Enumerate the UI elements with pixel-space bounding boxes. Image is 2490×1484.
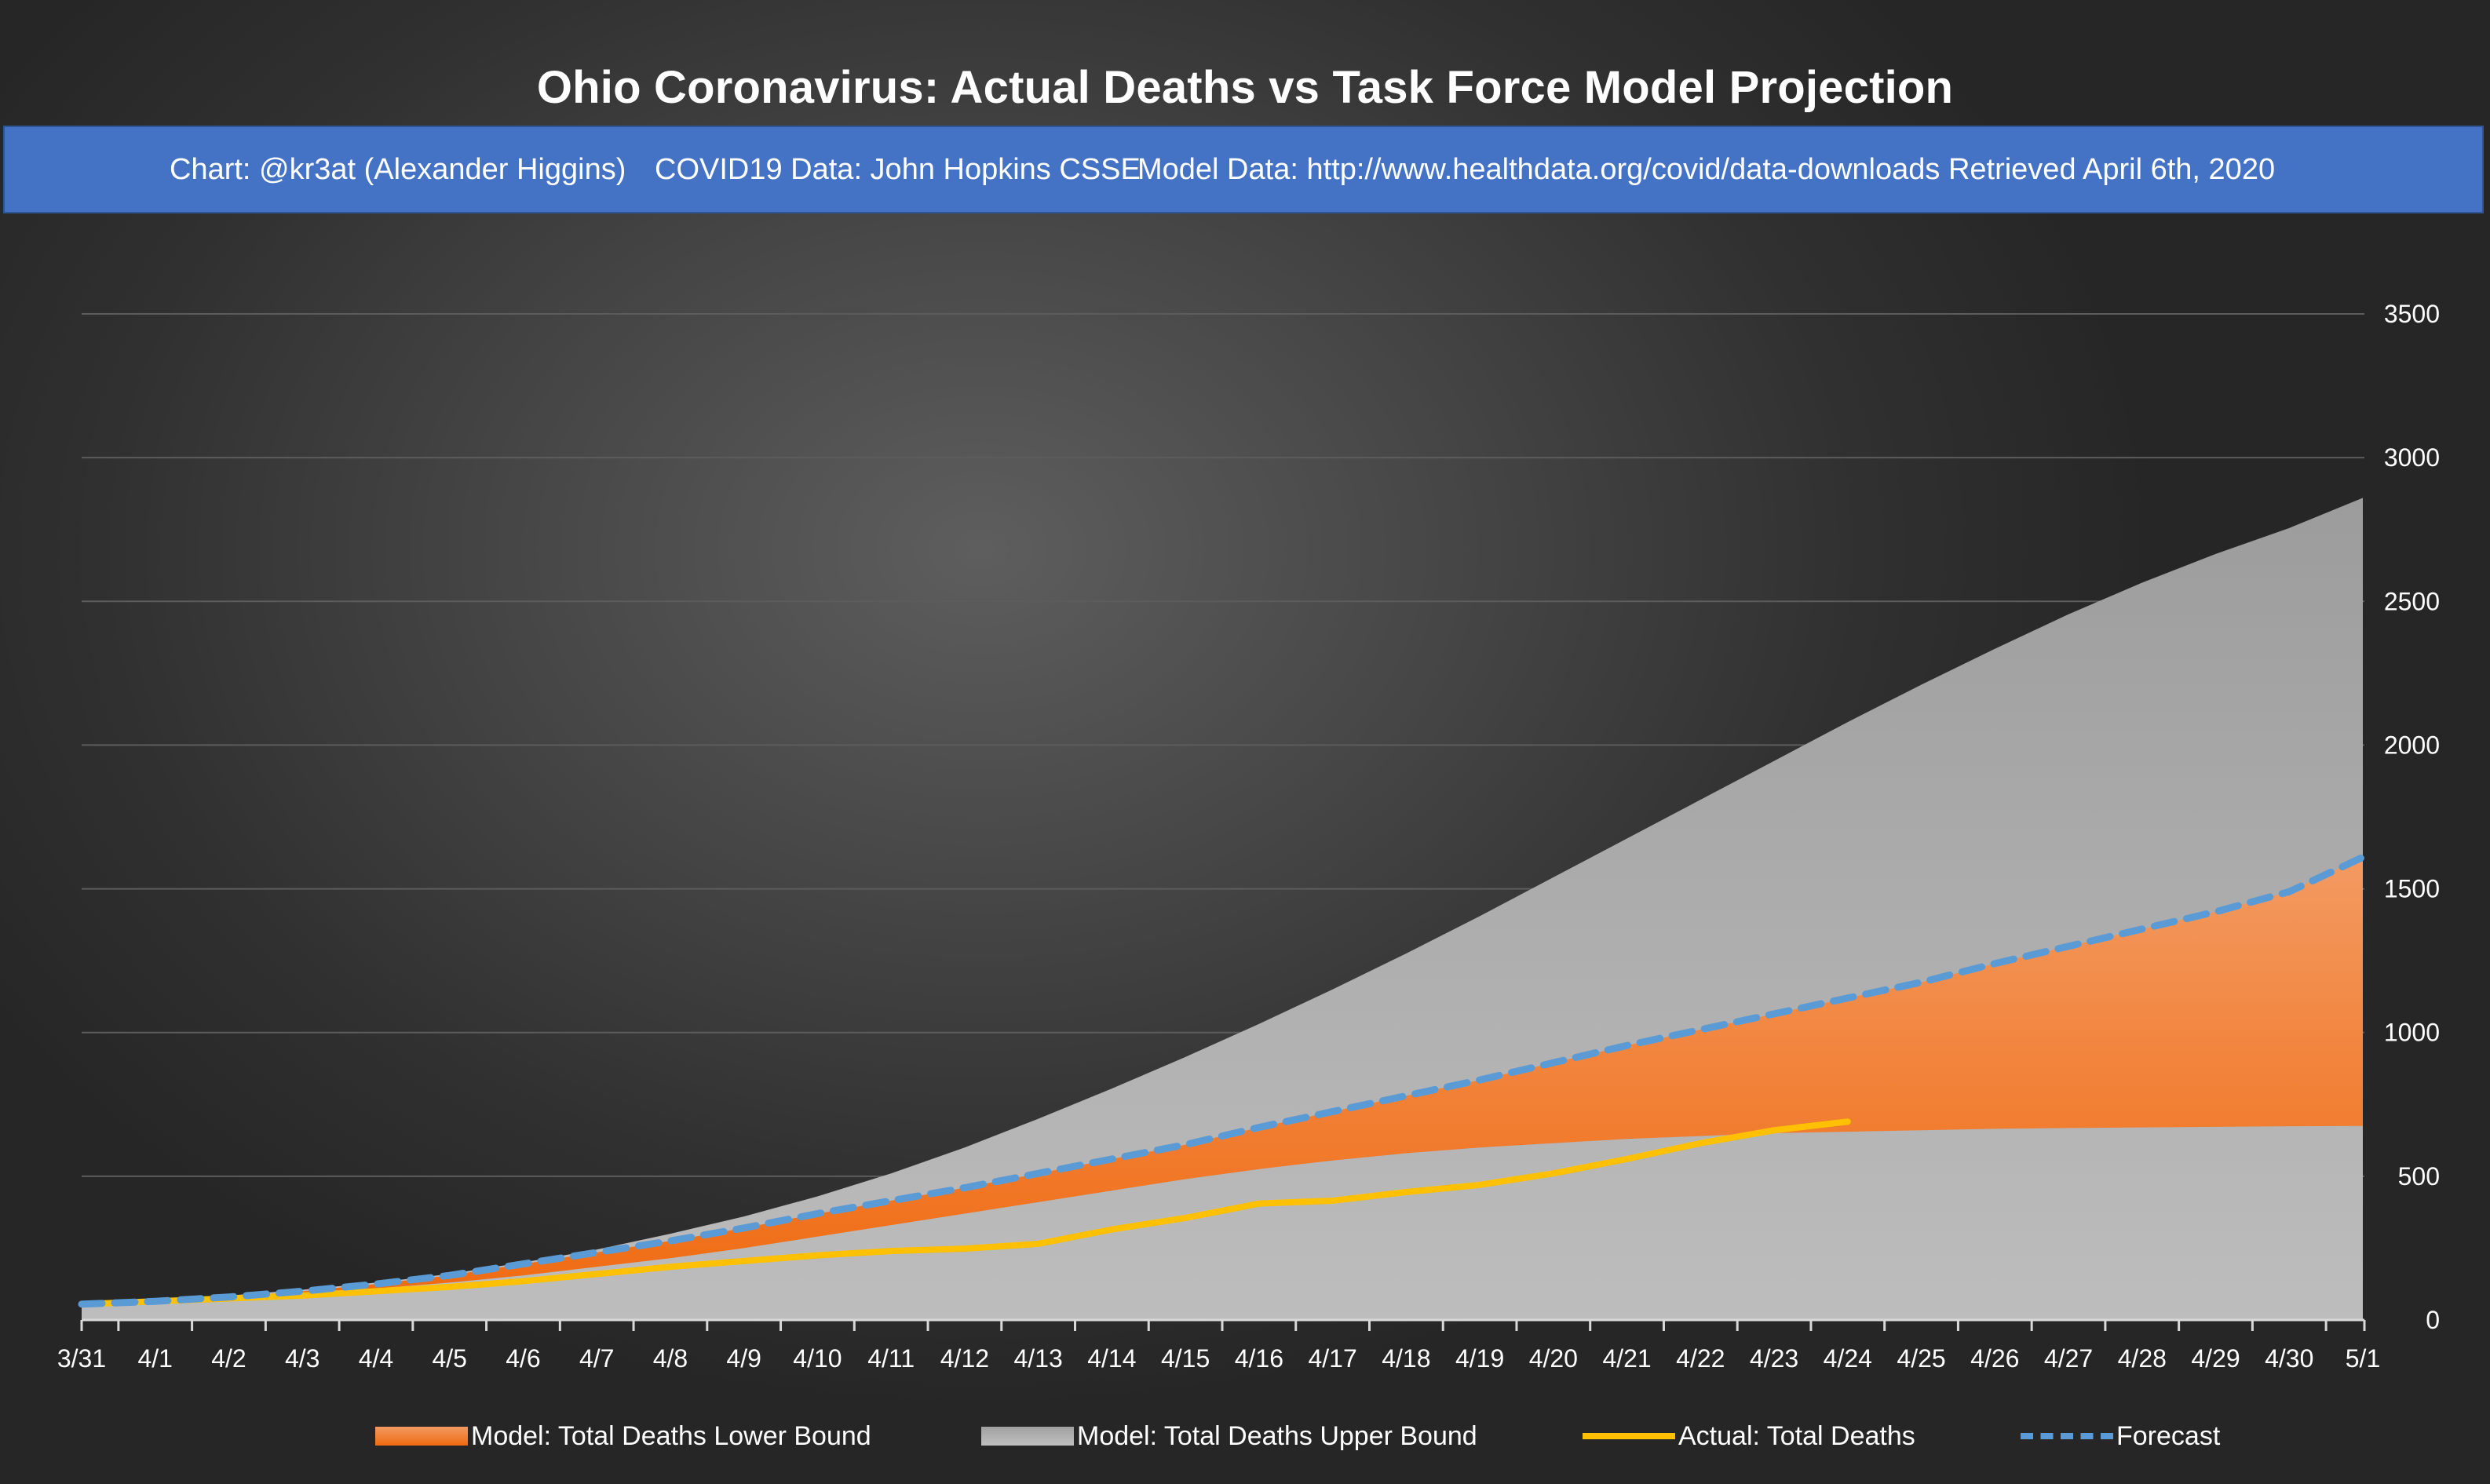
actual-deaths-line (78, 1118, 1851, 1307)
x-tick-label: 4/14 (1087, 1344, 1136, 1373)
x-tick-label: 4/9 (726, 1344, 761, 1373)
x-tick-label: 4/25 (1897, 1344, 1945, 1373)
legend-item-actual: Actual: Total Deaths (1583, 1413, 1915, 1460)
lower-bound-area (82, 857, 2363, 1304)
legend-swatch-lower-bound (375, 1427, 468, 1446)
legend: Model: Total Deaths Lower Bound Model: T… (0, 1413, 2490, 1460)
x-tick-label: 4/17 (1308, 1344, 1356, 1373)
legend-label-forecast: Forecast (2116, 1420, 2221, 1451)
x-tick-label: 4/23 (1750, 1344, 1798, 1373)
y-tick-label: 3000 (2384, 443, 2440, 472)
x-tick-label: 4/20 (1529, 1344, 1578, 1373)
area-series (82, 498, 2363, 1320)
legend-swatch-actual (1583, 1433, 1675, 1439)
covid-data-source-text: COVID19 Data: John Hopkins CSSE (655, 153, 1141, 186)
y-tick-label: 3500 (2384, 300, 2440, 328)
x-tick-label: 4/26 (1970, 1344, 2019, 1373)
x-tick-label: 4/12 (940, 1344, 989, 1373)
line-series (78, 853, 2367, 1308)
legend-swatch-forecast (2021, 1433, 2113, 1439)
y-tick-label: 2500 (2384, 587, 2440, 615)
legend-label-actual: Actual: Total Deaths (1678, 1420, 1915, 1451)
x-tick-label: 4/1 (137, 1344, 172, 1373)
legend-swatch-upper-bound (981, 1427, 1074, 1446)
legend-item-forecast: Forecast (2021, 1413, 2220, 1460)
legend-label-lower-bound: Model: Total Deaths Lower Bound (471, 1420, 871, 1451)
x-tick-label: 4/5 (432, 1344, 466, 1373)
x-tick-label: 4/22 (1676, 1344, 1725, 1373)
x-tick-label: 4/2 (211, 1344, 246, 1373)
x-tick-label: 4/21 (1602, 1344, 1651, 1373)
x-tick-label: 3/31 (57, 1344, 106, 1373)
x-tick-label: 4/28 (2118, 1344, 2167, 1373)
x-tick-label: 4/19 (1455, 1344, 1504, 1373)
x-tick-label: 4/7 (579, 1344, 614, 1373)
legend-item-lower-bound: Model: Total Deaths Lower Bound (375, 1413, 871, 1460)
x-tick-label: 4/13 (1014, 1344, 1063, 1373)
x-tick-label: 4/4 (359, 1344, 393, 1373)
forecast-line (78, 853, 2367, 1308)
x-tick-label: 4/3 (285, 1344, 319, 1373)
x-tick-label: 4/29 (2191, 1344, 2240, 1373)
x-tick-label: 4/16 (1235, 1344, 1283, 1373)
x-tick-label: 4/11 (867, 1344, 915, 1373)
y-tick-label: 0 (2426, 1306, 2440, 1334)
model-data-source-text: Model Data: http://www.healthdata.org/co… (1137, 153, 2276, 186)
x-tick-label: 4/6 (506, 1344, 540, 1373)
legend-item-upper-bound: Model: Total Deaths Upper Bound (981, 1413, 1477, 1460)
x-tick-label: 4/8 (653, 1344, 688, 1373)
y-tick-label: 500 (2398, 1162, 2440, 1190)
y-tick-label: 2000 (2384, 731, 2440, 759)
axes: 0 500 1000 1500 2000 2500 3000 3500 3/31 4/1 4/2 4/… (57, 300, 2440, 1373)
y-tick-label: 1500 (2384, 875, 2440, 903)
x-tick-label: 4/15 (1161, 1344, 1210, 1373)
y-tick-label: 1000 (2384, 1019, 2440, 1047)
x-tick-label: 4/24 (1824, 1344, 1872, 1373)
x-tick-label: 4/18 (1382, 1344, 1430, 1373)
x-tick-label: 4/27 (2044, 1344, 2093, 1373)
x-tick-label: 5/1 (2346, 1344, 2380, 1373)
subtitle-bar: Chart: @kr3at (Alexander Higgins) COVID1… (3, 126, 2484, 213)
x-tick-label: 4/10 (793, 1344, 842, 1373)
x-tick-label: 4/30 (2265, 1344, 2313, 1373)
chart-title: Ohio Coronavirus: Actual Deaths vs Task … (536, 62, 1954, 113)
legend-label-upper-bound: Model: Total Deaths Upper Bound (1077, 1420, 1477, 1451)
chart-credit-text: Chart: @kr3at (Alexander Higgins) (170, 153, 626, 186)
